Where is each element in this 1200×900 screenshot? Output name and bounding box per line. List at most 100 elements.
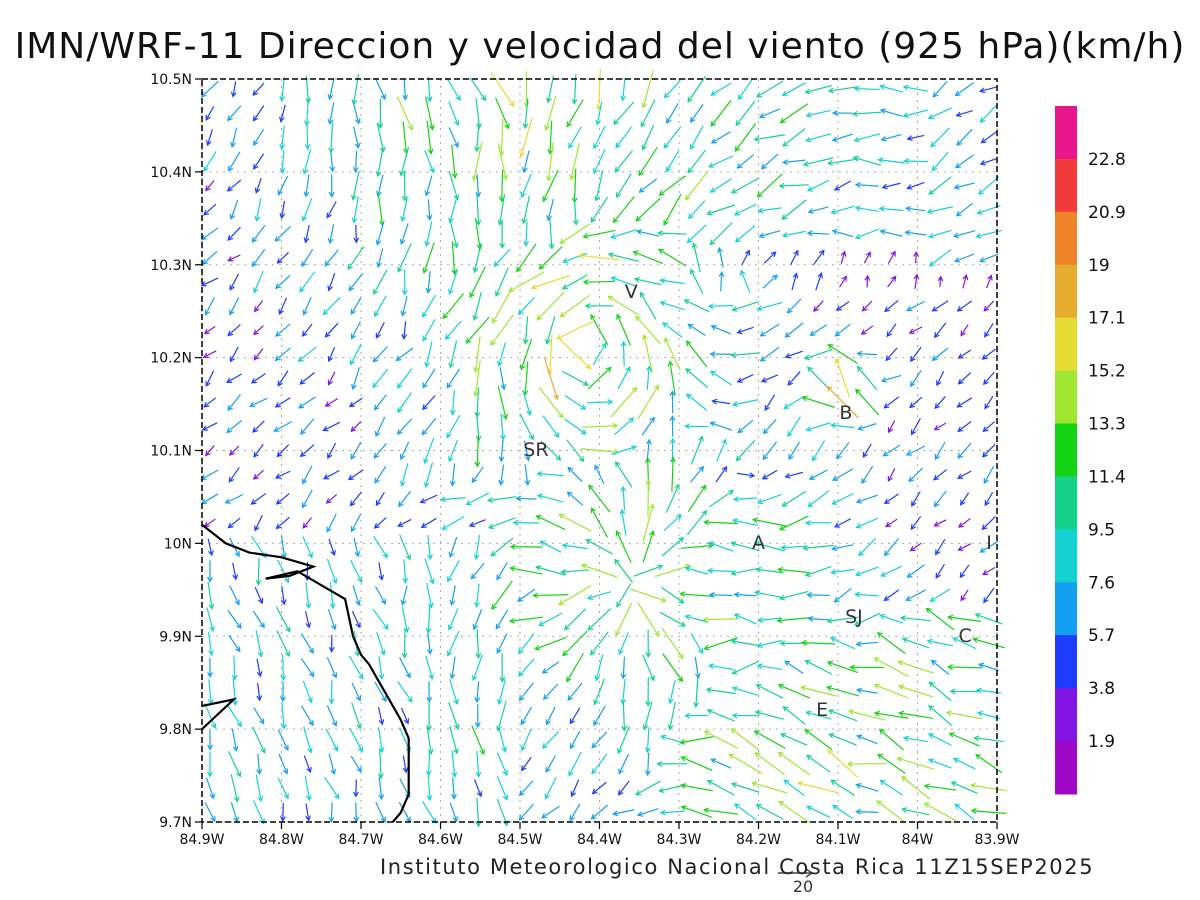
wind-arrow-shaft	[755, 591, 785, 599]
wind-arrow-shaft	[549, 334, 553, 374]
wind-arrow-shaft	[984, 395, 994, 409]
wind-arrow	[348, 655, 364, 680]
wind-arrow-head	[516, 596, 524, 602]
wind-arrow	[449, 219, 459, 249]
wind-arrow-shaft	[948, 616, 982, 622]
wind-arrow-head	[516, 266, 522, 273]
wind-arrow	[205, 777, 215, 800]
wind-arrow-head	[684, 712, 691, 719]
wind-arrow-head	[762, 428, 769, 435]
wind-arrow	[663, 126, 682, 149]
wind-arrow-shaft	[754, 730, 786, 749]
wind-arrow-head	[301, 261, 307, 268]
wind-arrow-shaft	[731, 567, 760, 575]
wind-arrow-head	[202, 352, 209, 358]
wind-arrow	[909, 396, 923, 409]
wind-arrow	[709, 222, 733, 246]
wind-arrow-head	[374, 311, 380, 318]
wind-arrow	[545, 706, 556, 726]
wind-arrow-head	[301, 330, 308, 337]
wind-arrow-head	[686, 237, 693, 244]
wind-arrow-head	[641, 102, 648, 109]
wind-arrow-shaft	[861, 465, 874, 484]
wind-arrow	[251, 224, 266, 243]
wind-arrow-head	[979, 547, 986, 553]
wind-arrow-head	[228, 165, 234, 172]
wind-arrow-head	[826, 385, 833, 392]
wind-arrow-head	[776, 617, 783, 624]
wind-arrow-head	[676, 514, 682, 520]
wind-arrow-head	[878, 728, 885, 735]
wind-arrow	[587, 608, 612, 631]
wind-arrow-head	[439, 496, 446, 503]
wind-arrow-shaft	[301, 633, 314, 654]
wind-arrow-shaft	[545, 755, 556, 773]
wind-arrow	[887, 468, 896, 482]
wind-arrow	[375, 802, 386, 823]
wind-arrow-head	[977, 662, 985, 669]
wind-arrow	[983, 300, 995, 312]
wind-arrow-shaft	[401, 197, 408, 222]
wind-arrow-head	[476, 791, 483, 798]
wind-arrow	[203, 518, 216, 528]
wind-arrow-head	[861, 478, 867, 485]
wind-arrow-shaft	[421, 800, 437, 824]
wind-arrow-shaft	[879, 729, 904, 751]
wind-arrow	[496, 700, 507, 732]
wind-arrow	[711, 398, 731, 405]
wind-arrow-head	[934, 403, 941, 410]
wind-arrow-shaft	[229, 273, 239, 290]
wind-arrow	[642, 701, 653, 731]
wind-arrow	[645, 478, 652, 518]
wind-arrow-shaft	[524, 98, 529, 129]
wind-arrow-head	[709, 370, 717, 377]
wind-arrow	[658, 175, 686, 196]
wind-arrow-head	[249, 401, 256, 408]
wind-arrow-head	[210, 816, 216, 823]
wind-arrow	[447, 560, 460, 583]
wind-arrow-head	[324, 401, 331, 407]
wind-arrow-head	[302, 522, 309, 529]
wind-arrow-head	[706, 209, 713, 216]
wind-arrow-head	[856, 734, 863, 740]
wind-arrow-head	[827, 159, 834, 166]
wind-arrow-head	[474, 722, 481, 729]
wind-arrow-head	[981, 354, 988, 360]
wind-arrow-shaft	[884, 396, 900, 409]
wind-arrow-shaft	[984, 491, 994, 506]
wind-arrow	[203, 203, 217, 216]
wind-arrow	[982, 371, 995, 386]
wind-arrow-head	[495, 623, 501, 630]
wind-arrow	[612, 196, 635, 224]
wind-arrow	[630, 588, 667, 603]
wind-arrow-head	[710, 138, 717, 144]
wind-arrow-head	[377, 123, 384, 130]
wind-arrow-head	[302, 478, 308, 485]
wind-arrow-head	[561, 542, 568, 549]
wind-arrow-head	[422, 311, 428, 318]
wind-arrow-shaft	[704, 730, 738, 749]
wind-arrow-shaft	[932, 151, 949, 171]
wind-arrow	[351, 367, 360, 391]
wind-arrow-shaft	[927, 206, 954, 213]
wind-arrow-shaft	[255, 198, 262, 221]
wind-arrow-shaft	[828, 344, 858, 364]
wind-arrow-shaft	[397, 243, 412, 272]
wind-arrow-head	[787, 431, 793, 438]
wind-arrow-shaft	[934, 322, 947, 338]
wind-arrow-head	[787, 379, 794, 386]
wind-arrow	[205, 179, 215, 192]
wind-arrow-shaft	[326, 705, 337, 726]
wind-arrow-head	[593, 168, 599, 175]
wind-arrow	[703, 730, 738, 749]
wind-arrow-head	[405, 554, 412, 561]
wind-arrow-shaft	[445, 320, 462, 340]
wind-arrow-head	[972, 637, 979, 643]
wind-arrow	[569, 707, 581, 725]
wind-arrow-shaft	[378, 776, 383, 800]
colorbar-label: 7.6	[1088, 573, 1115, 593]
wind-arrow-head	[959, 572, 966, 579]
wind-arrow-head	[584, 303, 591, 309]
wind-arrow	[950, 781, 978, 794]
wind-arrow	[302, 536, 313, 559]
